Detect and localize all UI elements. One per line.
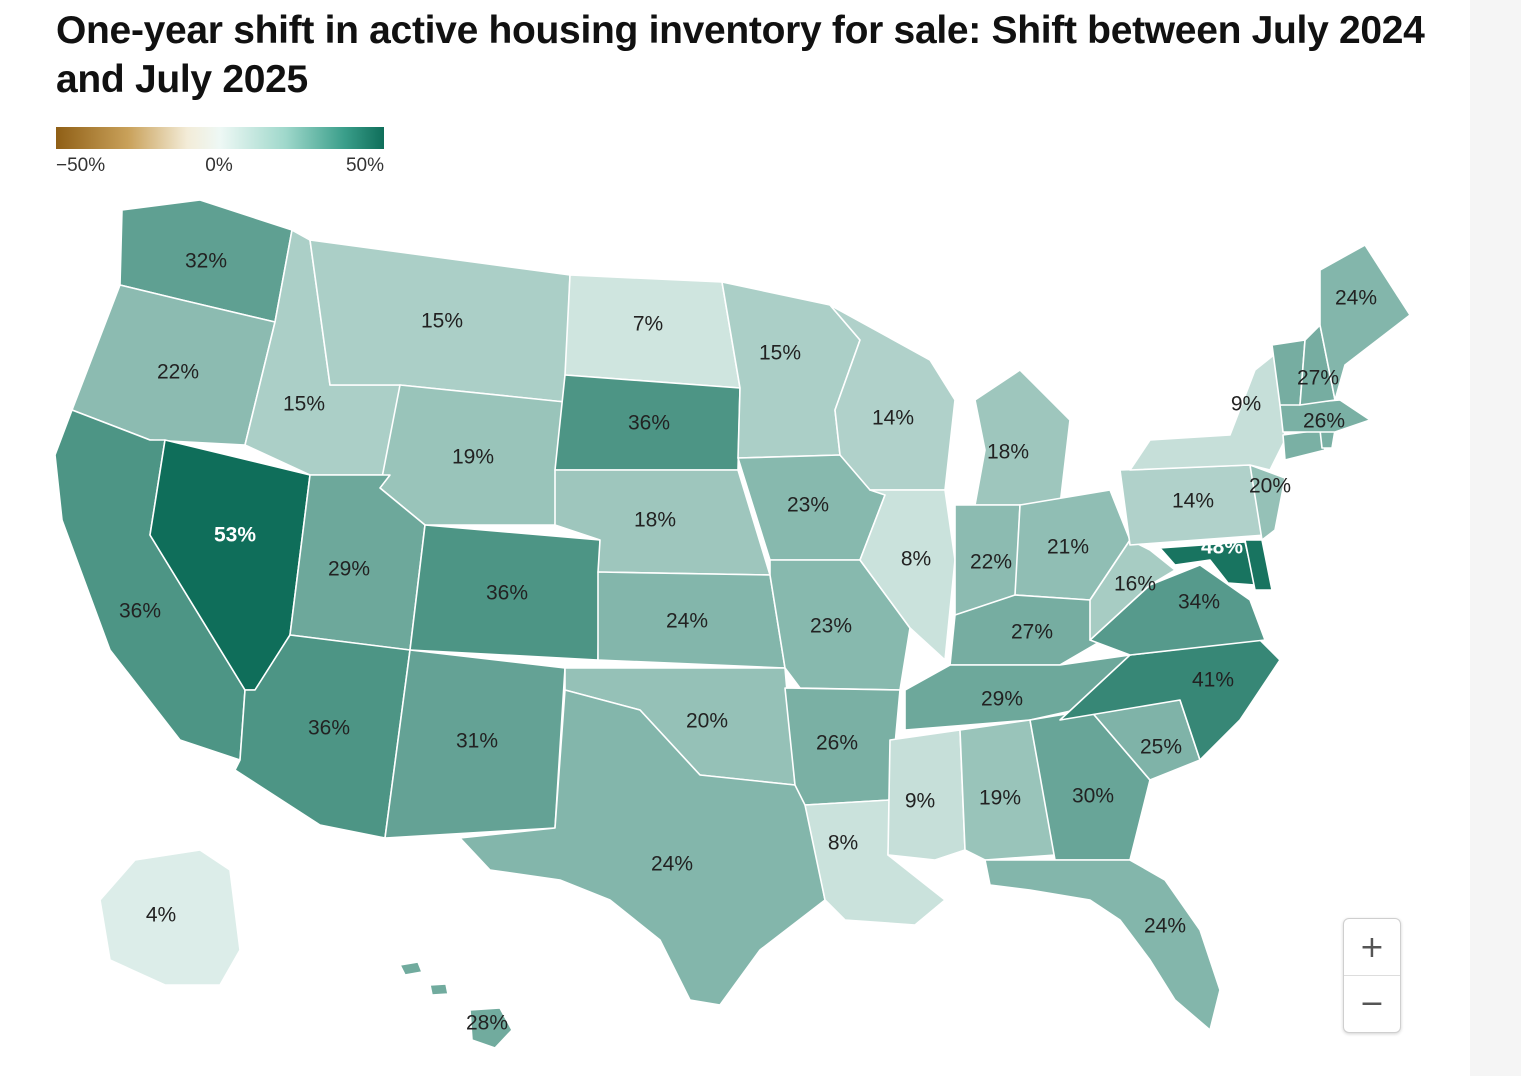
state-shapes (54, 199, 1411, 1049)
state-label-nh: 27% (1297, 367, 1339, 390)
state-label-co: 36% (486, 582, 528, 605)
state-label-wy: 19% (452, 446, 494, 469)
state-il[interactable] (859, 489, 956, 661)
state-label-or: 22% (157, 361, 199, 384)
state-label-me: 24% (1335, 287, 1377, 310)
state-label-mt: 15% (421, 310, 463, 333)
state-label-ak: 4% (146, 904, 176, 927)
state-label-ca: 36% (119, 600, 161, 623)
state-label-ia: 23% (787, 494, 829, 517)
state-label-ny: 9% (1231, 393, 1261, 416)
state-label-ok: 20% (686, 710, 728, 733)
state-ct[interactable] (1282, 429, 1326, 461)
state-mi[interactable] (974, 369, 1071, 506)
state-label-tx: 24% (651, 853, 693, 876)
state-labels: 32% 22% 36% 53% 15% 15% 19% 29% 36% 36% 31% 7% 36% 18… (119, 250, 1377, 1035)
state-label-wa: 32% (185, 250, 227, 273)
plus-icon: + (1359, 929, 1385, 965)
state-label-mi: 18% (987, 441, 1029, 464)
state-al[interactable] (959, 719, 1056, 861)
minus-icon: − (1359, 985, 1385, 1021)
state-ny[interactable] (1129, 349, 1286, 471)
state-label-tn: 29% (981, 688, 1023, 711)
state-label-ga: 30% (1072, 785, 1114, 808)
state-wy[interactable] (379, 384, 566, 526)
state-label-in: 22% (970, 551, 1012, 574)
state-label-pa: 14% (1172, 490, 1214, 513)
state-label-sd: 36% (628, 412, 670, 435)
state-label-al: 19% (979, 787, 1021, 810)
state-label-il: 8% (901, 548, 931, 571)
state-label-nj: 20% (1249, 475, 1291, 498)
state-label-sc: 25% (1140, 736, 1182, 759)
state-label-wi: 14% (872, 407, 914, 430)
state-label-nc: 41% (1192, 669, 1234, 692)
state-label-hi: 28% (466, 1012, 508, 1035)
state-tx[interactable] (459, 689, 826, 1006)
page-gutter (1470, 0, 1521, 1076)
legend-gradient-bar (56, 127, 384, 149)
state-label-nd: 7% (633, 313, 663, 336)
state-label-id: 15% (283, 393, 325, 416)
state-label-oh: 21% (1047, 536, 1089, 559)
state-label-mo: 23% (810, 615, 852, 638)
state-label-ma: 26% (1303, 410, 1345, 433)
state-label-ms: 9% (905, 790, 935, 813)
state-me[interactable] (1319, 244, 1411, 401)
state-label-ut: 29% (328, 558, 370, 581)
zoom-out-button[interactable]: − (1344, 975, 1400, 1031)
state-label-wv: 16% (1114, 573, 1156, 596)
state-hi[interactable] (399, 961, 513, 1049)
state-label-ne: 18% (634, 509, 676, 532)
state-label-fl: 24% (1144, 915, 1186, 938)
state-label-nm: 31% (456, 730, 498, 753)
state-label-ks: 24% (666, 610, 708, 633)
state-fl[interactable] (984, 859, 1221, 1031)
state-de[interactable] (1244, 539, 1273, 591)
state-ak[interactable] (99, 849, 241, 986)
legend-max-label: 50% (345, 155, 384, 176)
zoom-control: + − (1343, 918, 1401, 1033)
legend-min-label: −50% (56, 155, 106, 176)
zoom-in-button[interactable]: + (1344, 919, 1400, 976)
state-ms[interactable] (887, 729, 966, 861)
state-label-az: 36% (308, 717, 350, 740)
state-label-ar: 26% (816, 732, 858, 755)
state-label-mn: 15% (759, 342, 801, 365)
legend-zero-label: 0% (205, 155, 233, 176)
state-label-la: 8% (828, 832, 858, 855)
map-title: One-year shift in active housing invento… (56, 9, 1425, 101)
color-legend: −50% 0% 50% (56, 127, 384, 179)
state-label-nv: 53% (214, 524, 256, 547)
state-label-md: 48% (1201, 536, 1243, 559)
state-label-ky: 27% (1011, 621, 1053, 644)
state-nj[interactable] (1249, 464, 1286, 541)
state-label-va: 34% (1178, 591, 1220, 614)
